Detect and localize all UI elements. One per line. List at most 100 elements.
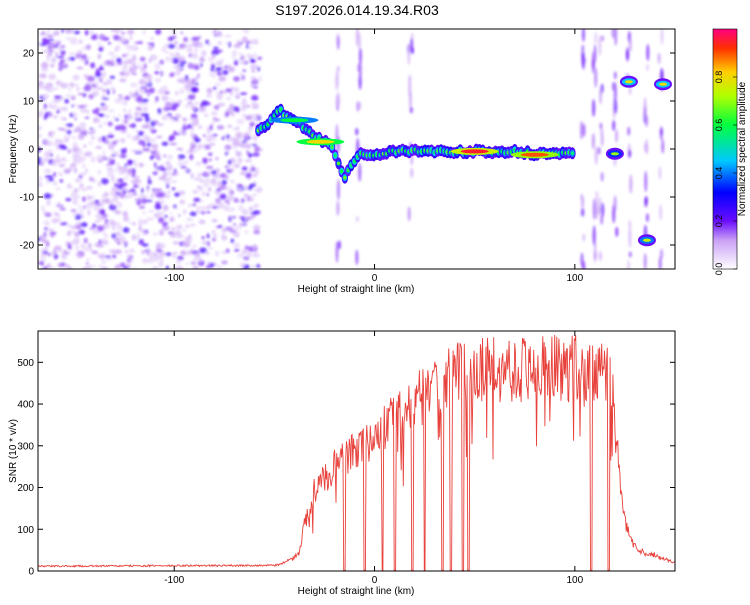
streak-segment xyxy=(646,44,650,61)
noise-speck xyxy=(76,87,80,91)
noise-speck xyxy=(242,69,246,72)
noise-speck xyxy=(253,171,259,176)
noise-speck xyxy=(94,219,101,223)
noise-speck xyxy=(70,41,78,45)
noise-speck xyxy=(213,262,217,267)
noise-speck xyxy=(145,116,150,123)
streak-segment xyxy=(593,241,597,263)
noise-speck xyxy=(111,154,117,157)
noise-speck xyxy=(110,205,116,209)
noise-speck xyxy=(163,154,167,158)
noise-speck xyxy=(235,151,242,157)
noise-speck xyxy=(139,222,142,228)
noise-speck xyxy=(206,233,210,239)
noise-speck xyxy=(225,88,233,93)
noise-speck xyxy=(81,196,87,202)
streak-segment xyxy=(594,146,598,165)
noise-speck xyxy=(205,137,213,142)
noise-speck xyxy=(167,154,173,160)
noise-speck xyxy=(180,165,187,169)
noise-speck xyxy=(149,126,154,132)
noise-speck xyxy=(228,41,231,48)
noise-speck xyxy=(88,141,94,145)
noise-speck xyxy=(183,160,189,164)
noise-speck xyxy=(38,110,44,118)
noise-speck xyxy=(62,263,70,267)
noise-speck xyxy=(116,201,123,208)
noise-speck xyxy=(186,218,194,221)
streak-segment xyxy=(613,71,617,80)
noise-speck xyxy=(119,154,127,159)
noise-speck xyxy=(213,86,217,90)
chart-title: S197.2026.014.19.34.R03 xyxy=(275,2,439,18)
noise-speck xyxy=(68,82,76,88)
noise-speck xyxy=(209,124,213,131)
noise-speck xyxy=(251,114,259,121)
spectrogram-ytick-label: -20 xyxy=(20,241,35,252)
spectrogram-xtick-label: 100 xyxy=(566,273,583,284)
noise-speck xyxy=(248,46,252,50)
noise-speck xyxy=(154,161,157,168)
noise-speck xyxy=(73,188,79,193)
noise-speck xyxy=(235,93,240,96)
noise-speck xyxy=(207,130,210,135)
noise-speck xyxy=(107,51,115,56)
noise-speck xyxy=(80,243,86,250)
noise-speck xyxy=(83,85,92,92)
noise-speck xyxy=(77,224,82,230)
noise-speck xyxy=(87,210,91,216)
noise-speck xyxy=(70,95,76,100)
noise-speck xyxy=(251,39,256,45)
noise-speck xyxy=(104,114,110,119)
noise-speck xyxy=(205,39,210,45)
noise-speck xyxy=(100,108,105,111)
noise-speck xyxy=(100,265,104,269)
noise-speck xyxy=(44,212,52,218)
noise-speck xyxy=(218,225,223,228)
noise-speck xyxy=(216,93,223,100)
noise-speck xyxy=(211,218,218,223)
noise-speck xyxy=(245,40,251,44)
noise-speck xyxy=(200,210,206,215)
hot-spot-core xyxy=(280,118,309,123)
noise-speck xyxy=(232,143,237,149)
streak-segment xyxy=(336,200,340,216)
noise-speck xyxy=(178,158,182,161)
noise-speck xyxy=(106,156,112,161)
noise-speck xyxy=(53,171,57,177)
noise-speck xyxy=(138,225,142,232)
noise-speck xyxy=(130,64,138,70)
noise-speck xyxy=(164,214,168,218)
noise-speck xyxy=(112,198,117,201)
colorbar-label: Normalized spectral amplitude xyxy=(737,81,748,216)
noise-speck xyxy=(65,241,71,245)
noise-speck xyxy=(79,172,87,176)
noise-speck xyxy=(50,64,55,68)
noise-speck xyxy=(190,172,194,179)
vertical-streaks xyxy=(335,29,665,269)
noise-speck xyxy=(148,87,155,94)
streak-segment xyxy=(581,29,586,42)
snr-line xyxy=(38,334,675,571)
noise-speck xyxy=(89,29,95,36)
streak-segment xyxy=(410,167,414,179)
noise-speck xyxy=(190,249,194,254)
streak-segment xyxy=(614,99,618,114)
noise-speck xyxy=(127,29,135,35)
noise-speck xyxy=(122,266,130,269)
noise-speck xyxy=(75,84,79,87)
noise-speck xyxy=(182,131,187,136)
noise-speck xyxy=(228,66,236,73)
noise-speck xyxy=(105,163,112,166)
noise-speck xyxy=(254,188,258,192)
noise-speck xyxy=(90,62,96,69)
noise-speck xyxy=(181,117,187,120)
noise-speck xyxy=(224,144,232,151)
noise-speck xyxy=(79,208,85,212)
trace-core xyxy=(266,122,270,127)
streak-segment xyxy=(597,206,602,216)
noise-speck xyxy=(106,88,110,96)
noise-speck xyxy=(169,52,175,58)
noise-speck xyxy=(84,167,88,174)
noise-speck xyxy=(149,155,154,160)
